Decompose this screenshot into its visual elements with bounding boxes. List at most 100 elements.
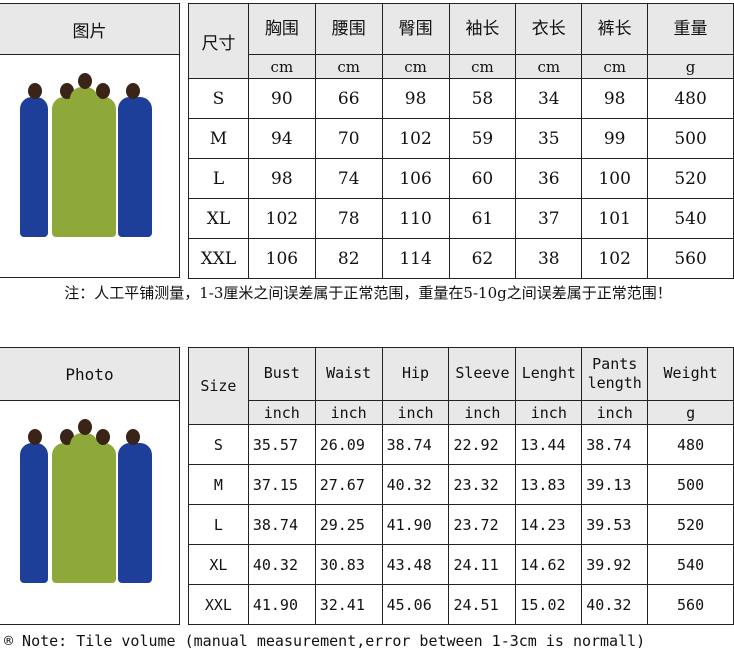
value-cell: 41.90: [247, 584, 316, 625]
column-header: Sleeve: [448, 347, 517, 401]
value-cell: 102: [581, 238, 649, 279]
note-cn: 注：人工平铺测量，1-3厘米之间误差属于正常范围，重量在5-10g之间误差属于正…: [64, 284, 672, 302]
value-cell: 58: [448, 78, 517, 119]
photo-header: 图片: [0, 4, 179, 55]
value-cell: 110: [381, 198, 450, 239]
column-header: Bust: [247, 347, 316, 401]
column-header: 衣长: [515, 3, 583, 55]
value-cell: 101: [581, 198, 649, 239]
model-head: [96, 83, 110, 99]
column-header: 臀围: [381, 3, 450, 55]
value-cell: 14.62: [515, 544, 583, 585]
value-cell: 38: [515, 238, 583, 279]
value-cell: 560: [647, 238, 734, 279]
value-cell: 23.32: [448, 464, 517, 505]
value-cell: 500: [647, 118, 734, 159]
value-cell: 102: [247, 198, 316, 239]
model-figure: [20, 443, 48, 583]
value-cell: 41.90: [381, 504, 450, 545]
unit-header: inch: [314, 400, 383, 425]
product-photo: [0, 55, 179, 277]
column-header: Hip: [381, 347, 450, 401]
value-cell: 94: [247, 118, 316, 159]
unit-header: cm: [381, 54, 450, 79]
value-cell: 43.48: [381, 544, 450, 585]
value-cell: 98: [581, 78, 649, 119]
value-cell: 106: [247, 238, 316, 279]
value-cell: 62: [448, 238, 517, 279]
column-header: 腰围: [314, 3, 383, 55]
value-cell: 24.11: [448, 544, 517, 585]
table-row: L 98 74 106 60 36 100 520: [188, 158, 734, 199]
unit-header: inch: [247, 400, 316, 425]
value-cell: 74: [314, 158, 383, 199]
value-cell: 39.13: [581, 464, 649, 505]
size-cell: L: [188, 504, 249, 545]
photo-header-en: Photo: [0, 348, 179, 401]
table-row: XL 40.32 30.83 43.48 24.11 14.62 39.92 540: [188, 544, 734, 585]
column-header: Lenght: [515, 347, 583, 401]
model-figure: [118, 443, 152, 583]
size-header: 尺寸: [188, 3, 249, 79]
size-cell: S: [188, 424, 249, 465]
model-head: [126, 83, 140, 99]
value-cell: 26.09: [314, 424, 383, 465]
value-cell: 480: [647, 424, 734, 465]
value-cell: 37.15: [247, 464, 316, 505]
model-figure: [118, 97, 152, 237]
table-row: XXL 41.90 32.41 45.06 24.51 15.02 40.32 560: [188, 584, 734, 625]
value-cell: 29.25: [314, 504, 383, 545]
unit-header: cm: [448, 54, 517, 79]
value-cell: 114: [381, 238, 450, 279]
value-cell: 45.06: [381, 584, 450, 625]
value-cell: 13.83: [515, 464, 583, 505]
value-cell: 27.67: [314, 464, 383, 505]
unit-header: cm: [581, 54, 649, 79]
value-cell: 540: [647, 198, 734, 239]
size-cell: L: [188, 158, 249, 199]
table-row: S 35.57 26.09 38.74 22.92 13.44 38.74 480: [188, 424, 734, 465]
value-cell: 32.41: [314, 584, 383, 625]
unit-header: cm: [247, 54, 316, 79]
model-head: [78, 419, 92, 435]
value-cell: 22.92: [448, 424, 517, 465]
photo-panel: 图片: [0, 3, 180, 278]
value-cell: 40.32: [381, 464, 450, 505]
model-head: [78, 73, 92, 89]
value-cell: 102: [381, 118, 450, 159]
value-cell: 38.74: [381, 424, 450, 465]
value-cell: 480: [647, 78, 734, 119]
column-header: 胸围: [247, 3, 316, 55]
size-table-cm: 尺寸 胸围 腰围 臀围 袖长 衣长 裤长 重量 cm cm cm cm cm cm g S 90 66 98 58 34…: [188, 3, 734, 279]
size-cell: XL: [188, 544, 249, 585]
value-cell: 40.32: [247, 544, 316, 585]
value-cell: 560: [647, 584, 734, 625]
value-cell: 24.51: [448, 584, 517, 625]
unit-header: cm: [515, 54, 583, 79]
value-cell: 60: [448, 158, 517, 199]
value-cell: 99: [581, 118, 649, 159]
value-cell: 38.74: [247, 504, 316, 545]
unit-header: inch: [381, 400, 450, 425]
column-header: 袖长: [448, 3, 517, 55]
value-cell: 15.02: [515, 584, 583, 625]
size-cell: M: [188, 118, 249, 159]
value-cell: 36: [515, 158, 583, 199]
value-cell: 40.32: [581, 584, 649, 625]
size-cell: XXL: [188, 584, 249, 625]
table-row: XXL 106 82 114 62 38 102 560: [188, 238, 734, 279]
value-cell: 13.44: [515, 424, 583, 465]
value-cell: 34: [515, 78, 583, 119]
model-figure: [88, 97, 116, 237]
size-cell: XXL: [188, 238, 249, 279]
value-cell: 106: [381, 158, 450, 199]
value-cell: 66: [314, 78, 383, 119]
value-cell: 61: [448, 198, 517, 239]
model-figure: [20, 97, 48, 237]
value-cell: 14.23: [515, 504, 583, 545]
value-cell: 100: [581, 158, 649, 199]
product-photo-en: [0, 401, 179, 623]
value-cell: 98: [247, 158, 316, 199]
size-cell: M: [188, 464, 249, 505]
value-cell: 540: [647, 544, 734, 585]
